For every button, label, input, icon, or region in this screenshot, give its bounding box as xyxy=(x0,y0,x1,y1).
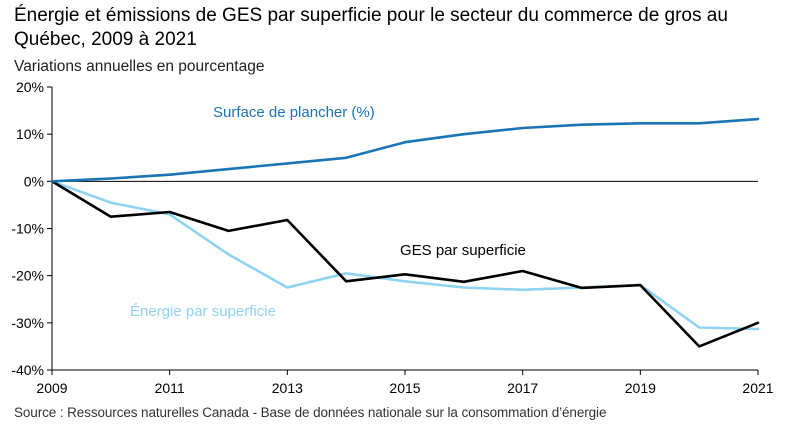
y-tick-label: 0% xyxy=(24,173,44,189)
source-note: Source : Ressources naturelles Canada - … xyxy=(14,405,607,420)
y-tick-label: 20% xyxy=(16,79,44,95)
chart-subtitle: Variations annuelles en pourcentage xyxy=(14,58,265,75)
series-label: Surface de plancher (%) xyxy=(213,104,375,121)
chart-title: Énergie et émissions de GES par superfic… xyxy=(14,5,728,50)
y-tick-label: 10% xyxy=(16,126,44,142)
x-tick-label: 2021 xyxy=(742,380,773,396)
x-tick-label: 2015 xyxy=(389,380,420,396)
series-lines xyxy=(50,117,760,348)
series-line xyxy=(50,180,760,348)
series-labels: Surface de plancher (%) GES par superfici… xyxy=(130,104,526,320)
y-tick-label: -40% xyxy=(11,362,44,378)
x-tick-label: 2017 xyxy=(507,380,538,396)
x-tick-label: 2019 xyxy=(625,380,656,396)
series-label: GES par superficie xyxy=(400,242,526,259)
x-tick-label: 2011 xyxy=(155,380,185,396)
series-line xyxy=(50,117,760,183)
y-tick-label: -10% xyxy=(11,221,44,237)
axes: 20% 10% 0% -10% -20% -30% -40% 2009 2011 2013 2015… xyxy=(11,79,773,396)
y-tick-label: -30% xyxy=(11,315,44,331)
series-label: Énergie par superficie xyxy=(130,303,276,320)
x-tick-label: 2009 xyxy=(36,380,67,396)
x-tick-label: 2013 xyxy=(272,380,303,396)
y-tick-label: -20% xyxy=(11,268,44,284)
